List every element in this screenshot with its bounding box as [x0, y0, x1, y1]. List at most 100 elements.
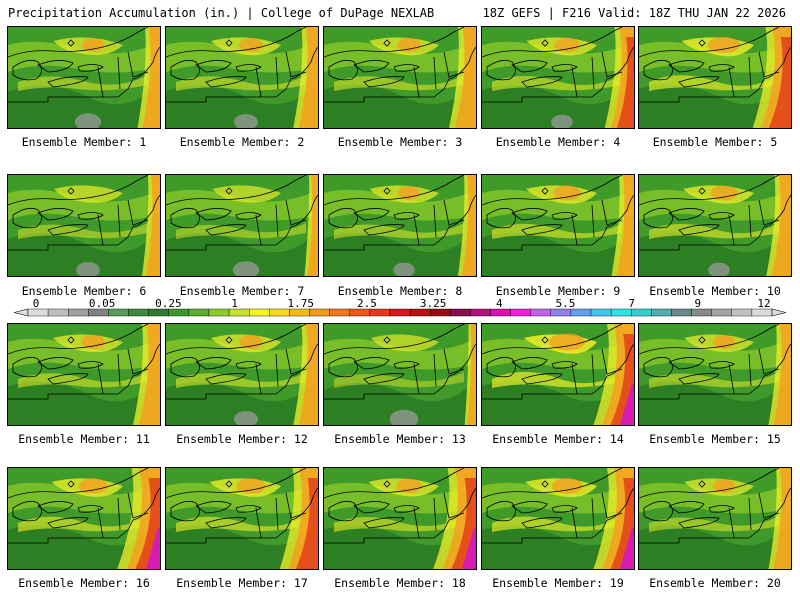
member-label: Ensemble Member: 4 — [495, 135, 621, 149]
legend-swatch — [208, 308, 230, 317]
ensemble-map-13 — [323, 323, 477, 426]
member-label: Ensemble Member: 6 — [21, 284, 147, 298]
precip-map — [324, 324, 476, 425]
legend-tick-label: 7 — [628, 297, 635, 310]
ensemble-map-15 — [638, 323, 792, 426]
precip-map — [8, 324, 160, 425]
legend-swatch — [550, 308, 572, 317]
legend-swatch — [631, 308, 652, 317]
member-label: Ensemble Member: 20 — [649, 576, 781, 590]
member-label: Ensemble Member: 11 — [18, 432, 150, 446]
member-label: Ensemble Member: 9 — [495, 284, 621, 298]
legend-swatch — [269, 308, 290, 317]
member-label: Ensemble Member: 7 — [179, 284, 305, 298]
legend-swatch — [651, 308, 672, 317]
legend-swatch — [691, 308, 712, 317]
precip-map — [324, 27, 476, 128]
member-label: Ensemble Member: 15 — [649, 432, 781, 446]
member-label: Ensemble Member: 8 — [337, 284, 463, 298]
ensemble-map-20 — [638, 467, 792, 570]
precip-map — [166, 324, 318, 425]
precip-map — [8, 468, 160, 569]
legend-swatch — [168, 308, 190, 317]
precip-map — [166, 468, 318, 569]
precip-map — [166, 175, 318, 276]
legend-swatch — [389, 308, 411, 317]
legend-swatch — [590, 308, 612, 317]
legend-tick-label: 0.05 — [88, 297, 116, 310]
legend-arrow-left — [13, 308, 29, 317]
ensemble-map-8 — [323, 174, 477, 277]
legend-tick-label: 12 — [757, 297, 771, 310]
legend-swatch — [128, 308, 149, 317]
legend-tick-label: 3.25 — [419, 297, 447, 310]
ensemble-map-6 — [7, 174, 161, 277]
legend-tick-label: 9 — [694, 297, 702, 310]
precip-map — [482, 175, 634, 276]
ensemble-map-19 — [481, 467, 635, 570]
precip-map — [166, 27, 318, 128]
legend-tick-label: 0.25 — [155, 297, 182, 310]
legend-swatch — [108, 308, 129, 317]
member-label: Ensemble Member: 2 — [179, 135, 305, 149]
ensemble-map-10 — [638, 174, 792, 277]
ensemble-map-5 — [638, 26, 792, 129]
ensemble-map-17 — [165, 467, 319, 570]
precip-map — [639, 324, 791, 425]
color-legend — [13, 308, 787, 317]
legend-swatch — [27, 308, 49, 317]
member-label: Ensemble Member: 19 — [492, 576, 624, 590]
legend-swatch — [47, 308, 69, 317]
legend-swatch — [228, 308, 250, 317]
precip-map — [324, 175, 476, 276]
header-title: Precipitation Accumulation (in.) | Colle… — [8, 6, 435, 20]
legend-swatch — [188, 308, 210, 317]
legend-swatch — [570, 308, 592, 317]
member-label: Ensemble Member: 17 — [176, 576, 308, 590]
legend-tick-label: 4 — [495, 297, 503, 310]
ensemble-map-16 — [7, 467, 161, 570]
ensemble-map-2 — [165, 26, 319, 129]
legend-tick-label: 0 — [32, 297, 40, 310]
precip-map — [639, 468, 791, 569]
ensemble-map-12 — [165, 323, 319, 426]
legend-swatch — [530, 308, 552, 317]
precip-map — [639, 175, 791, 276]
legend-swatch — [369, 308, 391, 317]
legend-swatch — [731, 308, 753, 317]
legend-swatch — [671, 308, 692, 317]
ensemble-map-18 — [323, 467, 477, 570]
ensemble-map-11 — [7, 323, 161, 426]
member-label: Ensemble Member: 5 — [652, 135, 778, 149]
legend-tick-label: 5.5 — [555, 297, 576, 310]
ensemble-map-7 — [165, 174, 319, 277]
header-run-info: 18Z GEFS | F216 Valid: 18Z THU JAN 22 20… — [482, 6, 786, 20]
legend-swatch — [429, 308, 451, 317]
legend-swatch — [329, 308, 350, 317]
legend-swatch — [490, 308, 511, 317]
legend-arrow-right — [771, 308, 787, 317]
ensemble-map-9 — [481, 174, 635, 277]
member-label: Ensemble Member: 1 — [21, 135, 147, 149]
ensemble-map-1 — [7, 26, 161, 129]
legend-tick-label: 1.75 — [287, 297, 314, 310]
legend-swatch — [751, 308, 773, 317]
member-label: Ensemble Member: 18 — [334, 576, 466, 590]
legend-swatch — [248, 308, 270, 317]
ensemble-map-14 — [481, 323, 635, 426]
member-label: Ensemble Member: 12 — [176, 432, 308, 446]
precip-map — [482, 468, 634, 569]
legend-swatch — [470, 308, 491, 317]
legend-swatch — [711, 308, 732, 317]
ensemble-map-4 — [481, 26, 635, 129]
member-label: Ensemble Member: 13 — [334, 432, 466, 446]
legend-swatch — [349, 308, 371, 317]
legend-tick-label: 1 — [231, 297, 238, 310]
legend-swatch — [148, 308, 169, 317]
legend-swatch — [510, 308, 531, 317]
member-label: Ensemble Member: 14 — [492, 432, 624, 446]
precip-map — [639, 27, 791, 128]
legend-swatch — [309, 308, 330, 317]
legend-swatch — [88, 308, 109, 317]
legend-swatch — [68, 308, 89, 317]
